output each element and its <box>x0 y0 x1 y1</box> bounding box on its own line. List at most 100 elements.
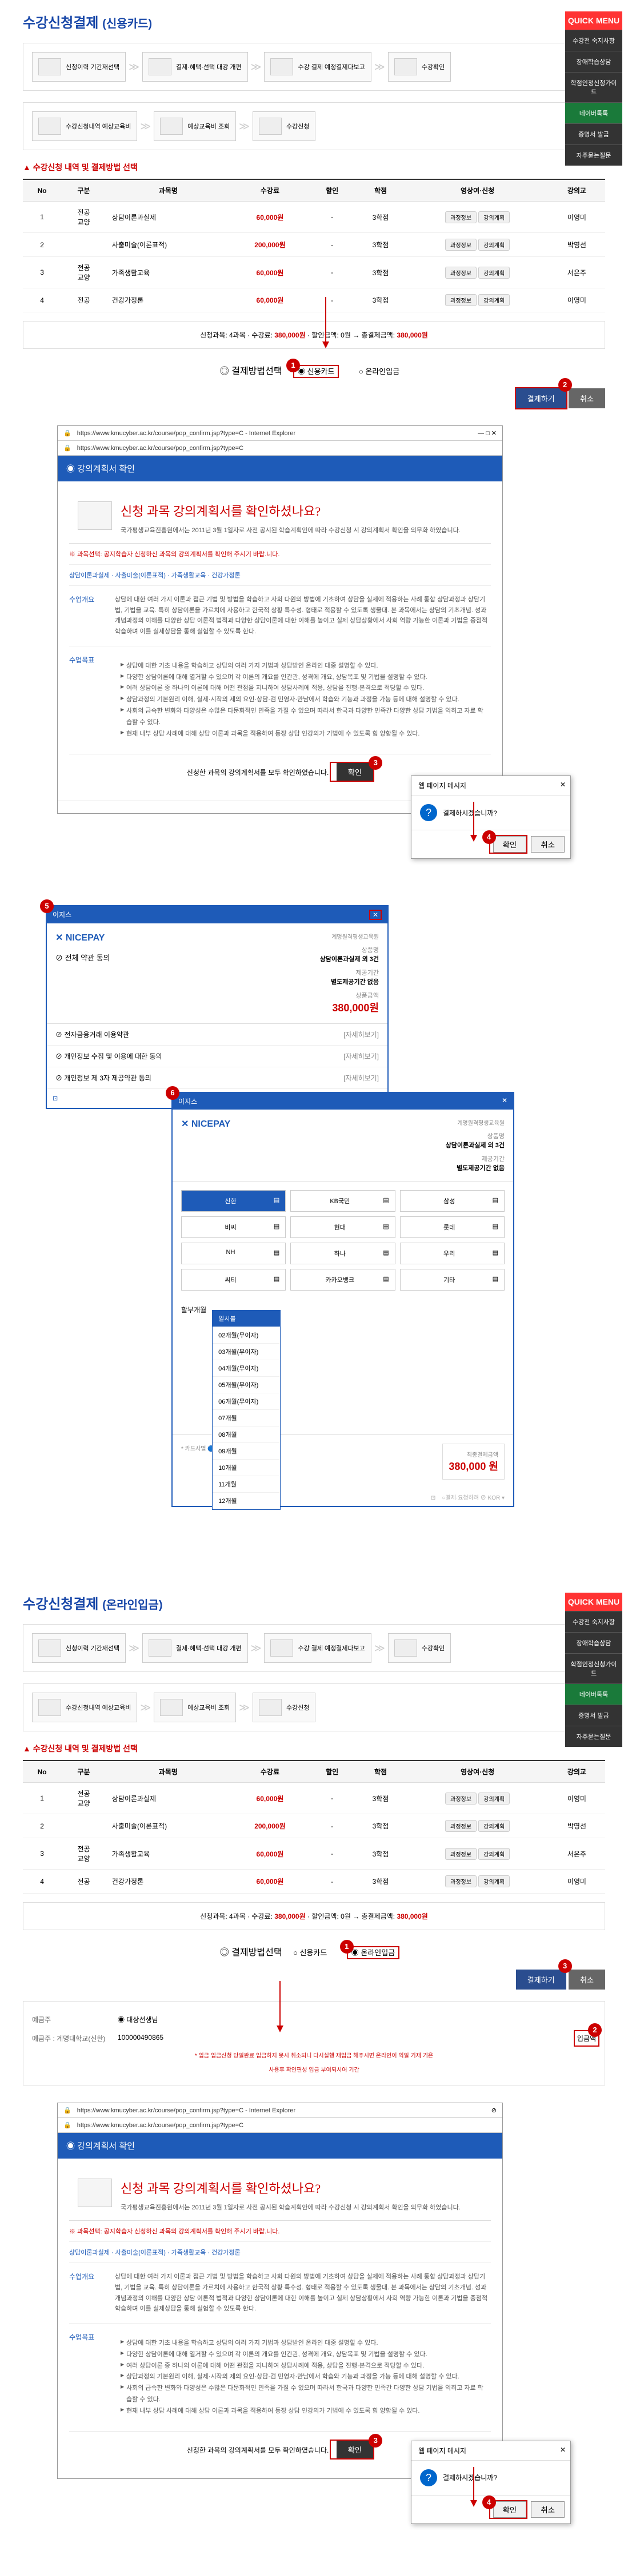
step-7[interactable]: 수강신청 <box>253 1693 315 1722</box>
bullet-item: 현재 내부 상담 사례에 대해 상담 이론과 과목을 적용하여 등장 상담 인강… <box>121 729 485 740</box>
goal-list: 상담에 대한 기초 내용을 학습하고 상담의 여러 가지 기법과 상담받인 온라… <box>115 2332 491 2423</box>
card-option[interactable]: 비씨 ▤ <box>181 1216 286 1238</box>
info-button[interactable]: 과정정보 <box>445 239 477 251</box>
card-option[interactable]: NH ▤ <box>181 1243 286 1264</box>
dropdown-option[interactable]: 10개월 <box>213 1460 280 1476</box>
plan-button[interactable]: 강의계획 <box>478 1820 510 1832</box>
nicepay-window-1: 5 이지스 ✕ ✕ NICEPAY ⊘ 전체 약관 동의 계명원격평생교육원 상… <box>46 905 389 1109</box>
quick-menu-title: QUICK MENU <box>565 1593 622 1611</box>
step-6[interactable]: 예상교육비 조회 <box>154 1693 236 1722</box>
bullet-item: 상담과정의 기본원리 이해, 실제·시작의 제의 요인·상담·검 민영자·만남에… <box>121 2372 485 2383</box>
step-1[interactable]: 신청이력 기간재선택 <box>32 1633 126 1663</box>
radio-online[interactable]: 1 ◉ 온라인입금 <box>347 1947 399 1958</box>
pay-button[interactable]: 결제하기 <box>516 1970 566 1990</box>
qm-item-1[interactable]: 장애학습상담 <box>565 1632 622 1653</box>
close-icon[interactable]: ✕ <box>560 2446 566 2454</box>
radio-online[interactable]: ○ 온라인입금 <box>359 365 399 376</box>
qm-item-4[interactable]: 증명서 발급 <box>565 123 622 144</box>
plan-button[interactable]: 강의계획 <box>478 239 510 251</box>
dropdown-option[interactable]: 02개월(무이자) <box>213 1327 280 1344</box>
table-row: 4전공건강가정론60,000원-3학점과정정보 강의계획이영미 <box>23 1870 605 1894</box>
card-option[interactable]: 씨티 ▤ <box>181 1269 286 1291</box>
dropdown-option[interactable]: 일시불 <box>213 1311 280 1327</box>
step-1[interactable]: 신청이력 기간재선택 <box>32 52 126 82</box>
dropdown-option[interactable]: 08개월 <box>213 1426 280 1443</box>
info-button[interactable]: 과정정보 <box>445 1793 477 1805</box>
card-option[interactable]: 카카오뱅크 ▤ <box>290 1269 395 1291</box>
step-7[interactable]: 수강신청 <box>253 111 315 141</box>
step-3[interactable]: 수강 결제 예정결제다보고 <box>264 52 371 82</box>
step-4[interactable]: 수강확인 <box>388 52 451 82</box>
terms-row[interactable]: ⊘ 개인정보 수집 및 이용에 대한 동의[자세히보기] <box>47 1046 387 1067</box>
close-icon[interactable]: ✕ <box>502 1096 507 1106</box>
dropdown-option[interactable]: 03개월(무이자) <box>213 1344 280 1360</box>
card-option[interactable]: 현대 ▤ <box>290 1216 395 1238</box>
dropdown-option[interactable]: 06개월(무이자) <box>213 1393 280 1410</box>
terms-row[interactable]: ⊘ 개인정보 제 3자 제공약관 동의[자세히보기] <box>47 1067 387 1089</box>
deposit-value[interactable]: ◉ 대상선생님 <box>118 2015 158 2024</box>
step-3[interactable]: 수강 결제 예정결제다보고 <box>264 1633 371 1663</box>
info-button[interactable]: 과정정보 <box>445 1820 477 1832</box>
qm-item-2[interactable]: 학점인정신청가이드 <box>565 1653 622 1683</box>
info-button[interactable]: 과정정보 <box>445 1848 477 1860</box>
step-6[interactable]: 예상교육비 조회 <box>154 111 236 141</box>
step-5[interactable]: 수강신청내역 예상교육비 <box>32 111 137 141</box>
info-button[interactable]: 과정정보 <box>445 294 477 306</box>
dialog-cancel[interactable]: 취소 <box>531 836 565 853</box>
browser-bar-2: 🔒 https://www.kmucyber.ac.kr/course/pop_… <box>58 441 502 456</box>
terms-row[interactable]: ⊘ 전자금융거래 이용약관[자세히보기] <box>47 1024 387 1046</box>
card-option[interactable]: KB국민 ▤ <box>290 1190 395 1212</box>
dropdown-option[interactable]: 07개월 <box>213 1410 280 1426</box>
terms-all[interactable]: ⊘ 전체 약관 동의 <box>55 952 110 963</box>
window-controls[interactable]: ⊘ <box>491 2107 497 2114</box>
qm-item-3[interactable]: 네이버톡톡 <box>565 102 622 123</box>
qm-item-5[interactable]: 자주묻는질문 <box>565 144 622 166</box>
cancel-button[interactable]: 취소 <box>569 1970 605 1990</box>
table-header: 수강신청 내역 및 결제방법 선택 <box>23 1743 605 1754</box>
step-5[interactable]: 수강신청내역 예상교육비 <box>32 1693 137 1722</box>
qm-item-3[interactable]: 네이버톡톡 <box>565 1683 622 1705</box>
info-button[interactable]: 과정정보 <box>445 211 477 223</box>
step-4[interactable]: 수강확인 <box>388 1633 451 1663</box>
dropdown-option[interactable]: 11개월 <box>213 1476 280 1493</box>
payment-method: ◎ 결제방법선택 ○ 신용카드 1 ◉ 온라인입금 <box>23 1939 605 1964</box>
plan-button[interactable]: 강의계획 <box>478 1793 510 1805</box>
qm-item-4[interactable]: 증명서 발급 <box>565 1705 622 1726</box>
qm-item-0[interactable]: 수강전 숙지사항 <box>565 30 622 51</box>
radio-card[interactable]: 1 ◉ 신용카드 <box>293 365 339 376</box>
nicepay-logo: ✕ NICEPAY <box>181 1118 230 1172</box>
card-option[interactable]: 하나 ▤ <box>290 1243 395 1264</box>
info-button[interactable]: 과정정보 <box>445 1875 477 1887</box>
subject-links[interactable]: 상담이론과실제 · 사출미술(이론표적) · 가족생활교육 · 건강가정론 <box>69 2242 491 2263</box>
cancel-button[interactable]: 취소 <box>569 388 605 408</box>
plan-button[interactable]: 강의계획 <box>478 1875 510 1887</box>
plan-button[interactable]: 강의계획 <box>478 294 510 306</box>
radio-card[interactable]: ○ 신용카드 <box>293 1947 327 1958</box>
step-2[interactable]: 결제·혜택·선택 대강 개편 <box>142 1633 248 1663</box>
plan-button[interactable]: 강의계획 <box>478 267 510 279</box>
close-icon[interactable]: ✕ <box>560 781 566 789</box>
info-button[interactable]: 과정정보 <box>445 267 477 279</box>
qm-item-2[interactable]: 학점인정신청가이드 <box>565 72 622 102</box>
dropdown-option[interactable]: 09개월 <box>213 1443 280 1460</box>
card-option[interactable]: 롯데 ▤ <box>400 1216 505 1238</box>
dropdown-option[interactable]: 05개월(무이자) <box>213 1377 280 1393</box>
window-controls[interactable]: — □ ✕ <box>478 429 497 437</box>
qm-item-5[interactable]: 자주묻는질문 <box>565 1726 622 1747</box>
dropdown-option[interactable]: 12개월 <box>213 1493 280 1509</box>
step-2[interactable]: 결제·혜택·선택 대강 개편 <box>142 52 248 82</box>
course-table: No구분과목명 수강료할인학점 영상여·신청강의교 1전공 교양상담이론과실제6… <box>23 1760 605 1894</box>
table-row: 2사출미술(이론표적)200,000원-3학점과정정보 강의계획박영선 <box>23 1814 605 1838</box>
qm-item-0[interactable]: 수강전 숙지사항 <box>565 1611 622 1632</box>
dialog-cancel[interactable]: 취소 <box>531 2501 565 2518</box>
subject-links[interactable]: 상담이론과실제 · 사출미술(이론표적) · 가족생활교육 · 건강가정론 <box>69 565 491 586</box>
card-option[interactable]: 우리 ▤ <box>400 1243 505 1264</box>
card-option[interactable]: 삼성 ▤ <box>400 1190 505 1212</box>
close-icon[interactable]: ✕ <box>369 910 382 920</box>
dropdown-option[interactable]: 04개월(무이자) <box>213 1360 280 1377</box>
card-option[interactable]: 기타 ▤ <box>400 1269 505 1291</box>
card-option[interactable]: 신한 ▤ <box>181 1190 286 1212</box>
plan-button[interactable]: 강의계획 <box>478 211 510 223</box>
qm-item-1[interactable]: 장애학습상담 <box>565 51 622 72</box>
plan-button[interactable]: 강의계획 <box>478 1848 510 1860</box>
